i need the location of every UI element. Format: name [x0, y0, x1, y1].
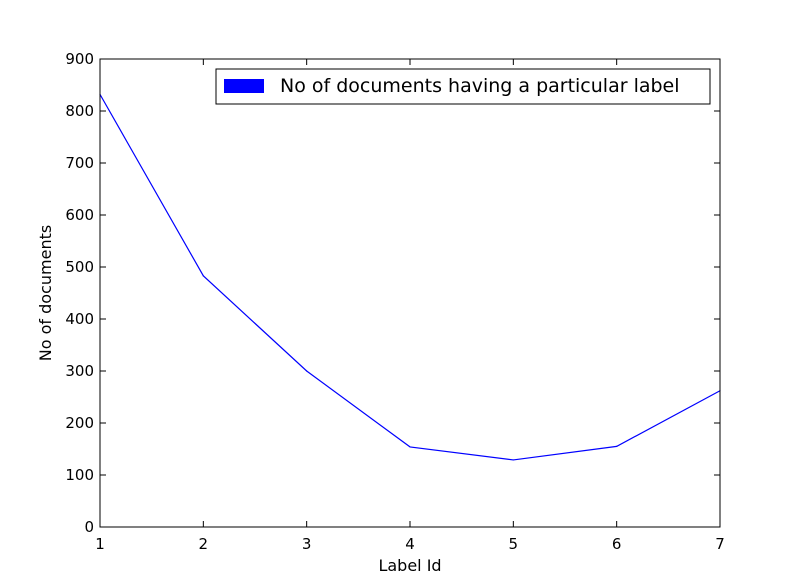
y-tick-label: 500 [65, 258, 94, 276]
y-tick-label: 100 [65, 466, 94, 484]
x-tick-label: 6 [612, 535, 622, 553]
y-tick-label: 700 [65, 154, 94, 172]
y-tick-label: 900 [65, 50, 94, 68]
y-tick-label: 800 [65, 102, 94, 120]
y-tick-label: 200 [65, 414, 94, 432]
plot-background [100, 59, 720, 527]
x-tick-label: 2 [199, 535, 209, 553]
y-axis-label: No of documents [36, 225, 55, 361]
data-point [512, 459, 514, 461]
x-axis-label: Label Id [378, 556, 441, 575]
data-point [409, 446, 411, 448]
legend-label: No of documents having a particular labe… [280, 75, 680, 97]
data-point [306, 370, 308, 372]
legend-box [215, 68, 711, 105]
x-tick-label: 5 [509, 535, 519, 553]
x-tick-label: 1 [95, 535, 105, 553]
y-tick-label: 600 [65, 206, 94, 224]
data-point [616, 445, 618, 447]
tick-labels: 1 2 3 4 5 6 7 0 100 200 300 400 500 600 700 800 900 [65, 50, 724, 553]
x-tick-label: 7 [715, 535, 725, 553]
y-tick-label: 0 [84, 518, 94, 536]
legend: No of documents having a particular labe… [215, 68, 711, 105]
legend-swatch [224, 79, 264, 93]
x-tick-label: 3 [302, 535, 312, 553]
y-tick-label: 400 [65, 310, 94, 328]
x-tick-label: 4 [405, 535, 415, 553]
data-point [202, 275, 204, 277]
plot-frame [99, 58, 721, 528]
y-tick-label: 300 [65, 362, 94, 380]
